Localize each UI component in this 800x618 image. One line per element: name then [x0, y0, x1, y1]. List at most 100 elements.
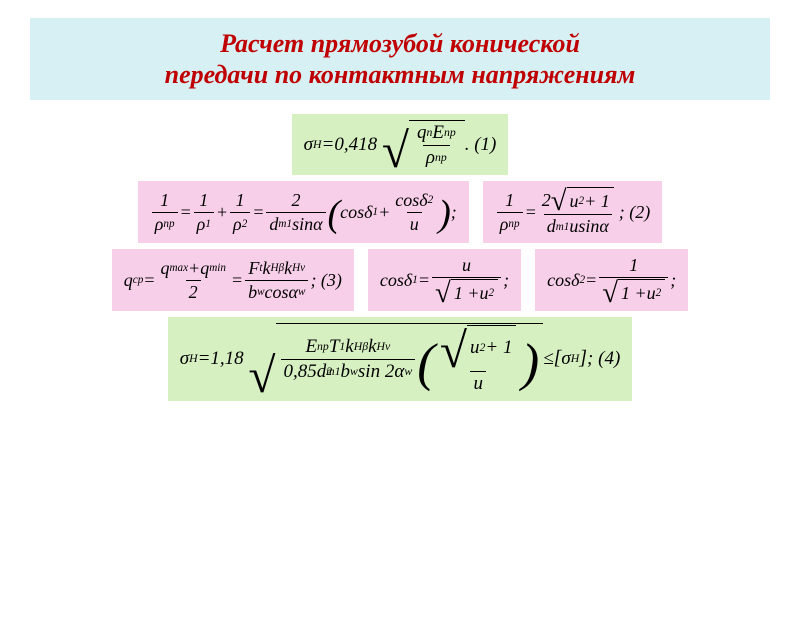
b: 1 + u2: [451, 279, 498, 305]
radical-icon: √: [248, 354, 275, 398]
w: w: [257, 286, 264, 298]
two: 2: [542, 190, 551, 211]
d2: δ: [419, 190, 427, 211]
rho: ρ: [197, 214, 206, 235]
tail: ; (4): [587, 348, 620, 370]
sqrt: √ 1 + u2: [602, 279, 665, 305]
n: 1: [502, 190, 517, 212]
d: √ 1 + u2: [599, 277, 668, 305]
s2: 2: [428, 194, 434, 206]
plus: +: [378, 202, 390, 223]
sigma: σ: [304, 134, 313, 156]
s2: 2: [242, 218, 248, 230]
d: d: [269, 214, 278, 235]
f1: 1 ρпр: [497, 190, 523, 235]
f: 1 √ 1 + u2: [599, 255, 668, 305]
f3: 1 ρ2: [230, 190, 250, 235]
cos: cos: [547, 270, 571, 291]
u: u: [480, 283, 489, 304]
inner: cos δ1 + cos δ2 u: [340, 190, 438, 235]
sq: 2: [489, 287, 495, 299]
h: H: [189, 352, 198, 366]
p: 1 +: [621, 283, 647, 304]
eq6-formula: cos δ 2 = 1 √ 1 + u2 ;: [547, 255, 676, 305]
le: ≤: [543, 348, 553, 370]
title-line2: передачи по контактным напряжениям: [44, 59, 756, 90]
p1: + 1: [584, 191, 610, 212]
f2: 1 ρ1: [194, 190, 214, 235]
lparen-icon: (: [328, 199, 341, 229]
lparen-icon: (: [417, 342, 435, 385]
q: q: [417, 122, 427, 144]
eq: =: [143, 270, 155, 291]
k2: k: [284, 258, 292, 279]
eq: =: [418, 270, 430, 291]
q: q: [124, 270, 133, 291]
e: E: [432, 122, 444, 144]
f5: cos δ2 u: [392, 190, 436, 235]
b: u2 + 1: [467, 325, 516, 369]
n: √ u2 + 1: [437, 325, 520, 370]
eq: =: [180, 202, 192, 223]
np: пр: [163, 218, 174, 230]
u: u: [569, 216, 578, 237]
np: пр: [317, 340, 329, 354]
sq: 2: [656, 287, 662, 299]
e: E: [305, 336, 317, 358]
radical-icon: √: [440, 329, 467, 373]
two: 2: [288, 190, 303, 212]
k2: k: [368, 336, 376, 358]
d2: δ: [571, 270, 579, 291]
tail: . (1): [465, 134, 497, 156]
rho: ρ: [155, 214, 164, 235]
u: u: [570, 191, 579, 212]
eq1-formula: σH = 0,418 √ qn Eпр ρпр: [304, 120, 497, 169]
h2: H: [571, 352, 580, 366]
rparen-icon: ): [438, 199, 451, 229]
f4: 2 dm1 sin α: [266, 190, 325, 235]
u: u: [470, 337, 480, 359]
cos: cos: [380, 270, 404, 291]
p: 1 +: [454, 283, 480, 304]
numerator: qn Eпр: [414, 122, 459, 145]
a: α: [394, 361, 404, 383]
sin: sin 2: [358, 361, 394, 383]
t: T: [329, 336, 340, 358]
rho: ρ: [500, 214, 509, 235]
eq: =: [525, 202, 537, 223]
eq4-formula: qср = qmax + qmin 2 = Ft kHβ kHv bw: [124, 258, 342, 303]
d: dm1 u sin α: [544, 214, 612, 237]
u: u: [407, 212, 422, 235]
hb: Hβ: [270, 262, 284, 274]
row-eq2-3: 1 ρпр = 1 ρ1 + 1 ρ2 = 2 dm1 sin α: [0, 181, 800, 243]
rbrack-icon: ]: [579, 347, 587, 370]
eq2-block: 1 ρпр = 1 ρ1 + 1 ρ2 = 2 dm1 sin α: [138, 181, 469, 243]
f1: Eпр T1 kHβ kHv 0,85 d2m1 bw sin 2αw: [281, 336, 416, 383]
u: u: [647, 283, 656, 304]
denominator: ρпр: [423, 145, 450, 169]
sigma: σ: [180, 348, 189, 370]
semi: ;: [503, 270, 509, 291]
radical-icon: √: [382, 129, 409, 173]
body: Eпр T1 kHβ kHv 0,85 d2m1 bw sin 2αw (: [276, 323, 544, 394]
eq: =: [585, 270, 597, 291]
radical-icon: √: [551, 189, 567, 215]
rparen-icon: ): [521, 342, 539, 385]
a: α: [599, 216, 608, 237]
cp: ср: [133, 274, 144, 286]
alpha: α: [313, 214, 322, 235]
sqrt: √ qn Eпр ρпр: [382, 120, 465, 169]
f2: √ u2 + 1 u: [437, 325, 520, 394]
semi: ;: [670, 270, 676, 291]
sqrt: √ u2 + 1: [551, 187, 614, 213]
radical-icon: √: [435, 281, 451, 307]
d: √ 1 + u2: [432, 277, 501, 305]
d: d: [547, 216, 556, 237]
radical-icon: √: [602, 281, 618, 307]
n: 2 √ u2 + 1: [539, 187, 617, 214]
np: пр: [508, 218, 519, 230]
sin: sin: [292, 214, 313, 235]
sq2: √ u2 + 1: [440, 325, 517, 369]
n: Ft kHβ kHv: [245, 258, 308, 280]
row-eq4-5-6: qср = qmax + qmin 2 = Ft kHβ kHv bw: [0, 249, 800, 311]
